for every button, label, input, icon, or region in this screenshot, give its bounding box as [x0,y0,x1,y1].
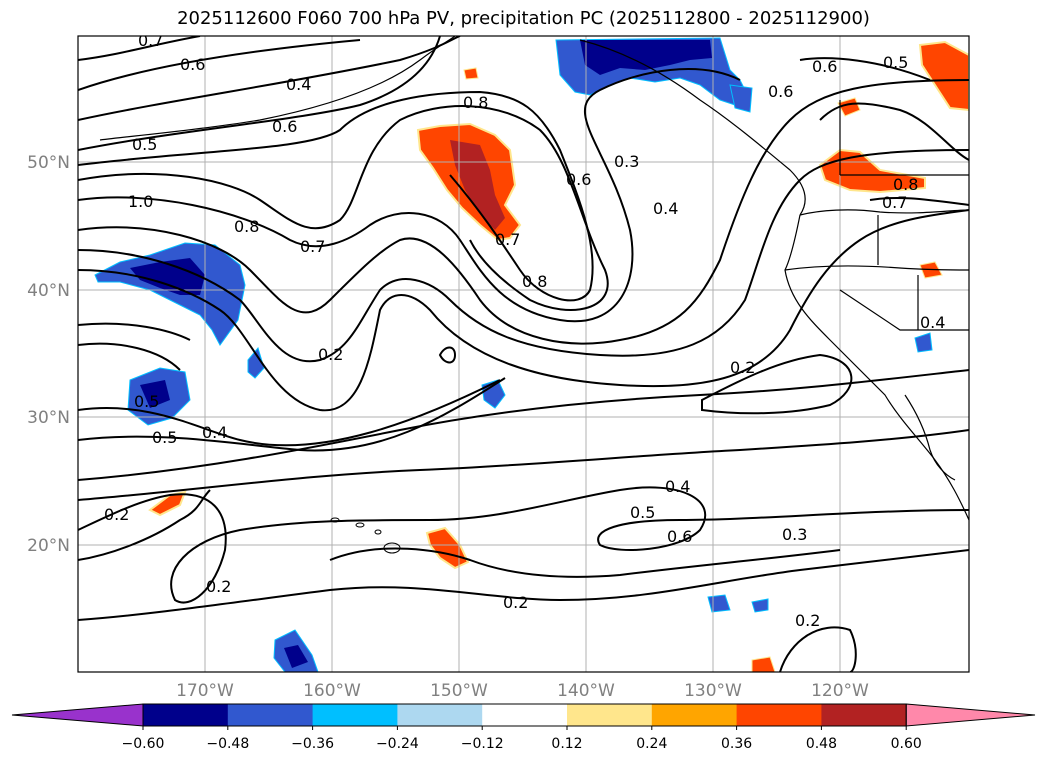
colorbar-tick-label: −0.48 [206,736,249,752]
colorbar-tick-label: 0.36 [721,736,752,752]
colorbar-tick-label: 0.48 [806,736,837,752]
contour-label: 0.7 [882,193,907,212]
precip-pos-small2 [463,67,479,80]
colorbar-tick-label: −0.36 [291,736,334,752]
precip-shading [94,37,969,672]
contour-label: 0.5 [132,135,157,154]
contour-label: 0.4 [653,199,678,218]
colorbar-extend-low [11,703,144,727]
colorbar-tick-label: −0.12 [461,736,504,752]
lat-label-50n: 50°N [27,153,70,173]
colorbar-swatch [312,704,398,726]
precip-neg-west-core [130,258,205,295]
contour-label: 0.8 [463,93,488,112]
contour-label: 0.7 [300,237,325,256]
contour-label: 0.3 [782,525,807,544]
contour-label: 0.4 [286,75,311,94]
contour-label: 0.2 [318,345,343,364]
hawaiian-islands [330,517,401,554]
lon-label-160w: 160°W [303,681,361,701]
lon-label-170w: 170°W [176,681,234,701]
contour-label: 0.2 [795,611,820,630]
precip-neg-coast-n [729,84,753,113]
precip-neg-small4 [751,598,769,613]
contour-label: 0.4 [665,477,690,496]
colorbar-tick-label: −0.24 [376,736,419,752]
lon-label-150w: 150°W [430,681,488,701]
contour-label: 1.0 [128,192,153,211]
contour-label: 0.6 [180,55,205,74]
map-title: 2025112600 F060 700 hPa PV, precipitatio… [177,8,870,29]
contour-label: 0.8 [522,272,547,291]
contour-label: 0.5 [152,428,177,447]
lon-label-120w: 120°W [811,681,869,701]
colorbar-frame [142,703,907,727]
precip-pos-bottom [751,656,776,672]
precip-neg-gulf-alaska-core [580,40,712,75]
precip-neg-bottom-core [284,645,308,668]
plot-frame [77,35,970,673]
contour-label: 0.2 [206,577,231,596]
contour-label: 0.4 [920,313,945,332]
contour-label: 0.4 [202,423,227,442]
contour-label: 0.6 [566,170,591,189]
plot-background [78,36,969,672]
contour-label: 0.2 [730,358,755,377]
contour-label: 0.3 [614,152,639,171]
contour-label: 0.5 [883,53,908,72]
colorbar-tick-label: 0.60 [891,736,922,752]
contour-label: 0.6 [667,527,692,546]
contour-label: 0.6 [812,57,837,76]
colorbar-swatch [482,704,568,726]
coastlines [99,36,969,521]
contour-label: 0.7 [495,230,520,249]
precip-pos-ne [918,40,969,112]
colorbar-swatch [397,704,483,726]
contour-label: 0.7 [138,31,163,50]
colorbar-tick-label: 0.12 [551,736,582,752]
contour-label: 0.5 [630,503,655,522]
precip-neg-sw-core [140,380,170,408]
lat-label-30n: 30°N [27,408,70,428]
colorbar-tick-label: 0.24 [636,736,667,752]
colorbar-swatch [651,704,738,726]
contour-label: 0.8 [893,175,918,194]
contour-label: 0.2 [503,593,528,612]
colorbar-extend-high [905,703,1036,727]
colorbar-swatch [736,704,822,726]
colorbar-swatch [143,704,229,726]
precip-pos-hawaii [425,526,470,570]
precip-pos-sw-small [148,490,187,517]
contour-label: 0.8 [234,217,259,236]
colorbar-swatch [567,704,653,726]
contour-label: 0.2 [104,505,129,524]
colorbar-swatch [227,704,314,726]
precip-pos-coast [818,148,926,194]
lat-label-20n: 20°N [27,536,70,556]
lon-label-140w: 140°W [557,681,615,701]
contour-label: 0.6 [272,117,297,136]
precip-pos-small1 [837,97,861,117]
lon-label-130w: 130°W [684,681,742,701]
contour-labels: 0.7 0.6 0.4 0.5 0.6 1.0 0.8 0.7 0.8 0.7 … [104,31,945,630]
colorbar-swatch [821,704,907,726]
contour-label: 0.6 [768,82,793,101]
precip-neg-small1 [247,346,265,379]
lat-label-40n: 40°N [27,281,70,301]
pv-contours [78,36,969,672]
colorbar-tick-label: −0.60 [122,736,165,752]
colorbar: −0.60 −0.48 −0.36 −0.24 −0.12 0.12 0.24 0.36 0.4… [11,703,1036,752]
contour-label: 0.5 [134,392,159,411]
precip-neg-small5 [914,332,933,353]
latitude-labels: 50°N 40°N 30°N 20°N [27,153,70,556]
longitude-labels: 170°W 160°W 150°W 140°W 130°W 120°W [176,681,869,701]
